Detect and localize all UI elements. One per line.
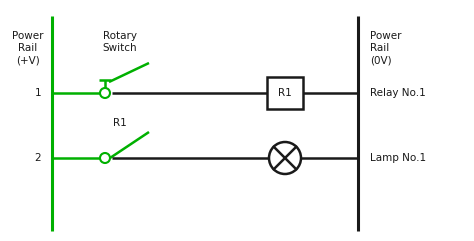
Bar — [267, 77, 303, 109]
Text: 2: 2 — [35, 153, 41, 163]
Text: Power
Rail
(0V): Power Rail (0V) — [370, 31, 401, 66]
Text: Lamp No.1: Lamp No.1 — [370, 153, 426, 163]
Text: R1: R1 — [113, 118, 127, 128]
Text: Power
Rail
(+V): Power Rail (+V) — [12, 31, 44, 66]
Text: Relay No.1: Relay No.1 — [370, 88, 426, 98]
Text: 1: 1 — [35, 88, 41, 98]
Text: Rotary
Switch: Rotary Switch — [103, 31, 137, 54]
Text: R1: R1 — [278, 88, 292, 98]
